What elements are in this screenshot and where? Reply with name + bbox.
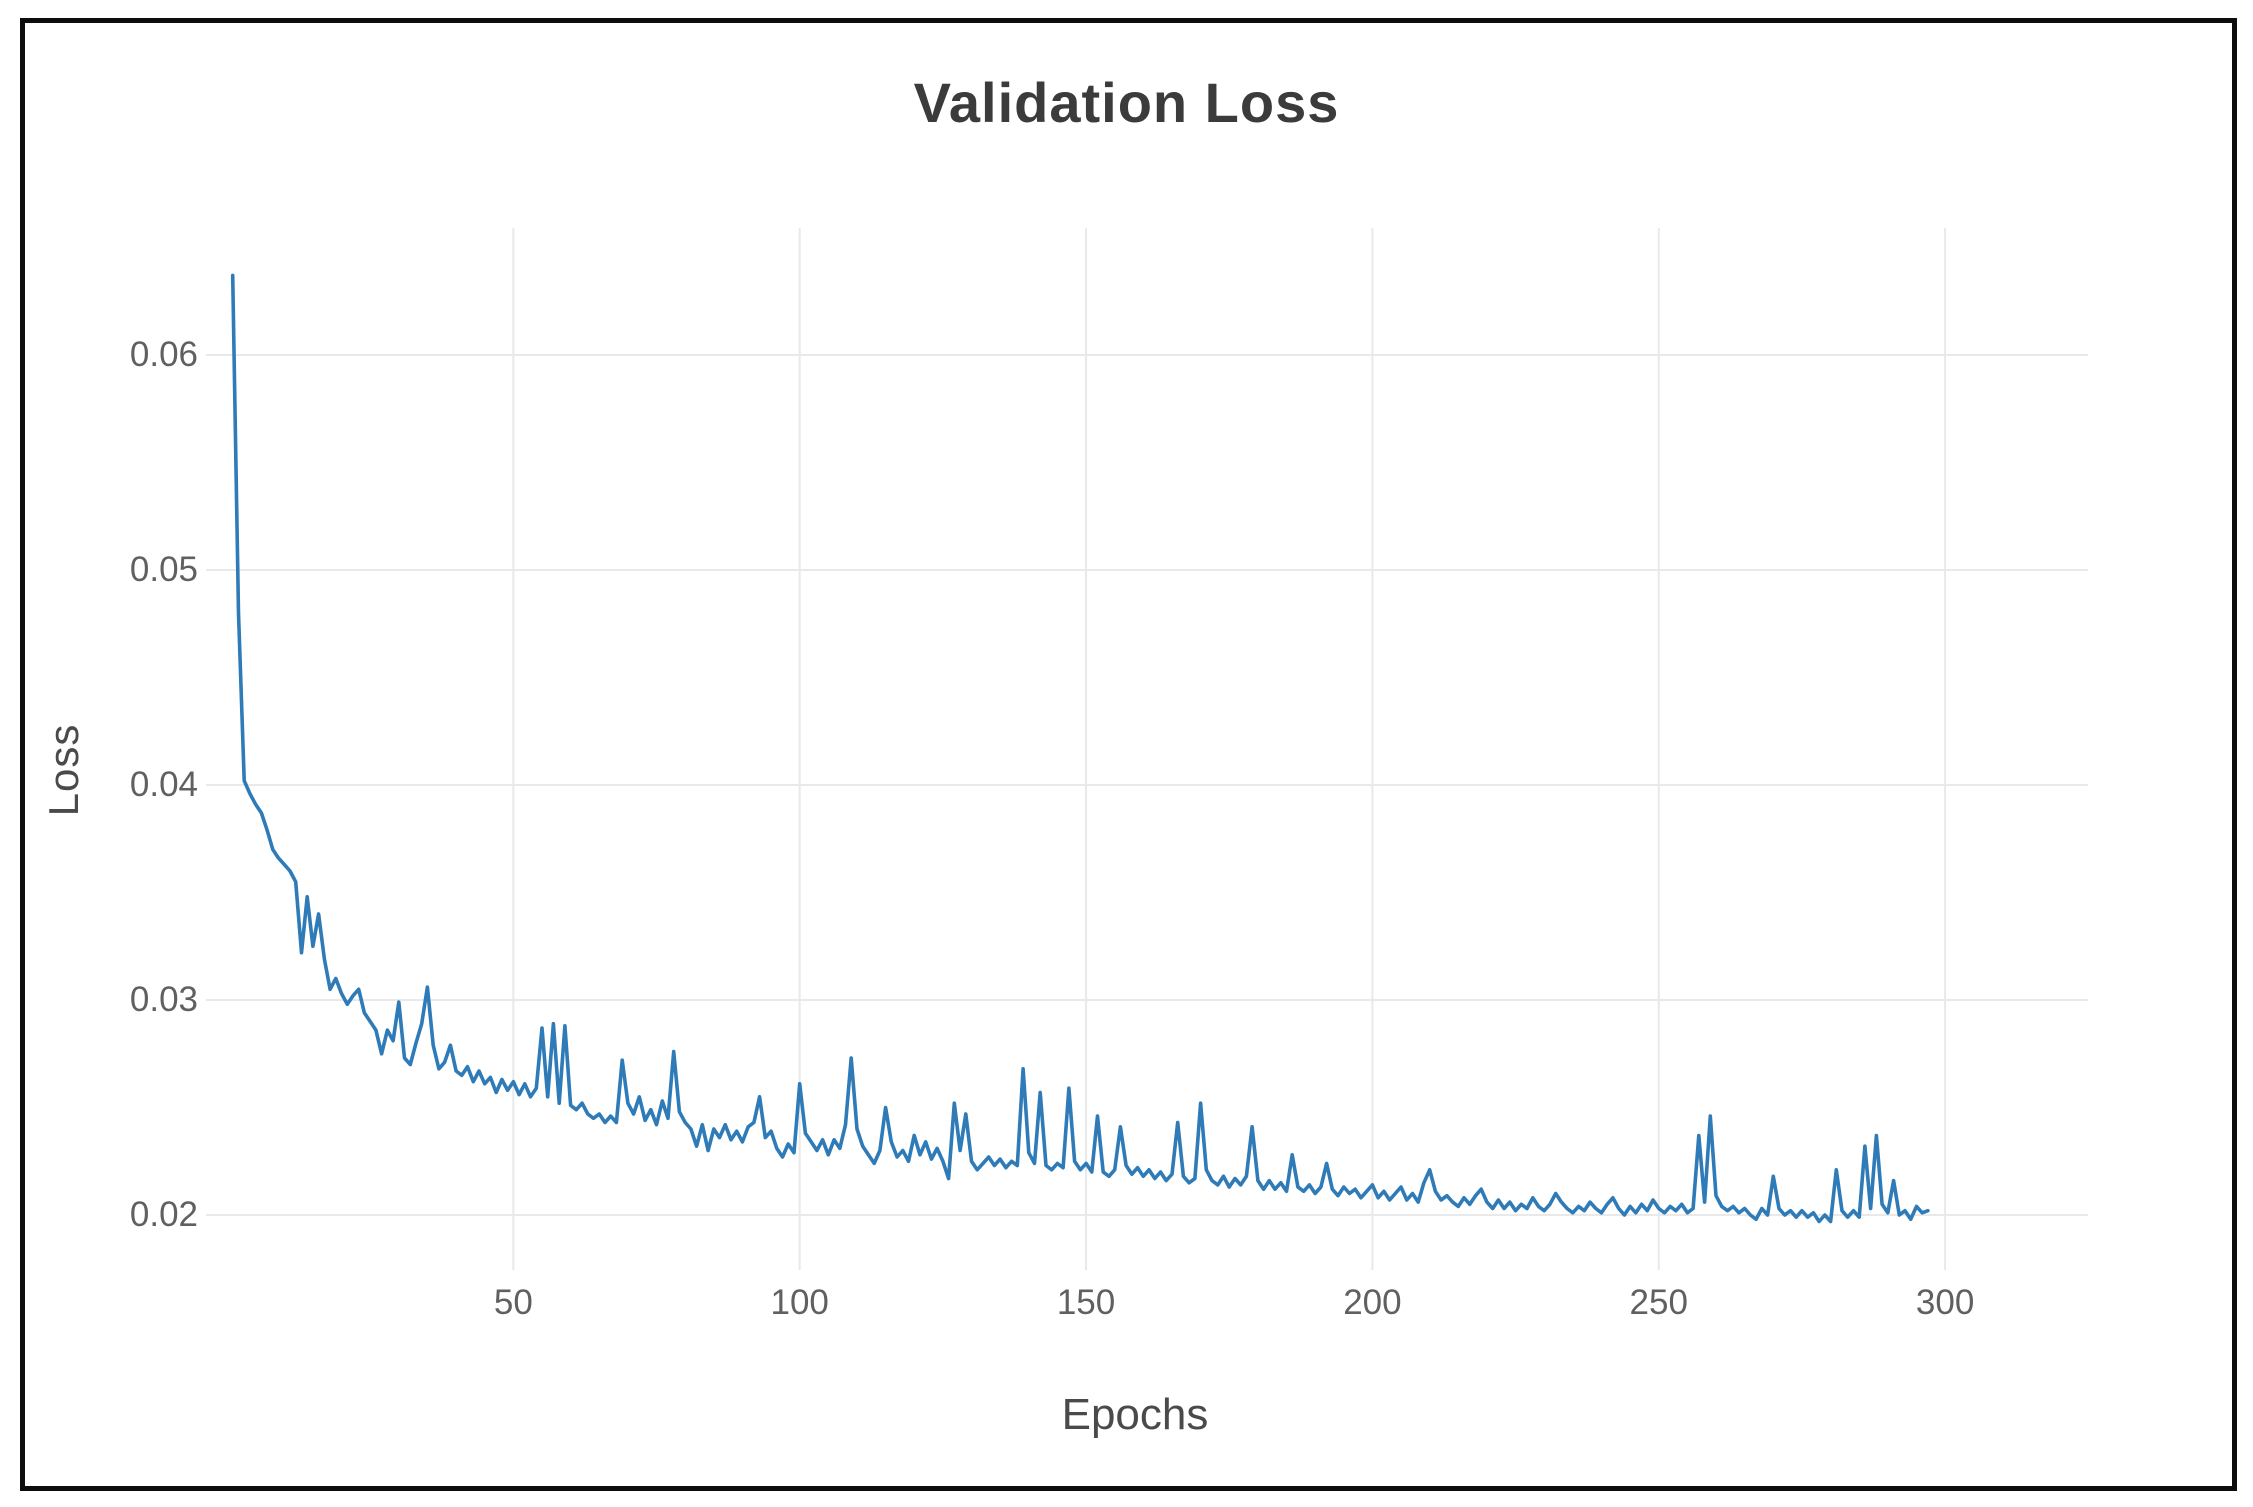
x-tick-label: 300 [1915,1283,1975,1322]
y-tick-label: 0.03 [129,980,198,1019]
chart-frame [20,18,2237,1491]
chart-title: Validation Loss [913,71,1340,134]
x-axis-title: Epochs [1061,1390,1209,1439]
x-tick-label: 200 [1343,1283,1402,1322]
y-tick-label: 0.02 [129,1195,198,1234]
y-tick-label: 0.06 [129,335,198,374]
validation-loss-line [230,273,1930,1224]
y-tick-label: 0.05 [129,550,198,589]
x-tick-label: 50 [493,1283,533,1322]
x-tick-label: 150 [1056,1283,1116,1322]
y-axis-title: Loss [40,723,87,817]
x-tick-label: 250 [1629,1283,1688,1322]
x-tick-label: 100 [770,1283,829,1322]
y-tick-label: 0.04 [129,765,198,804]
